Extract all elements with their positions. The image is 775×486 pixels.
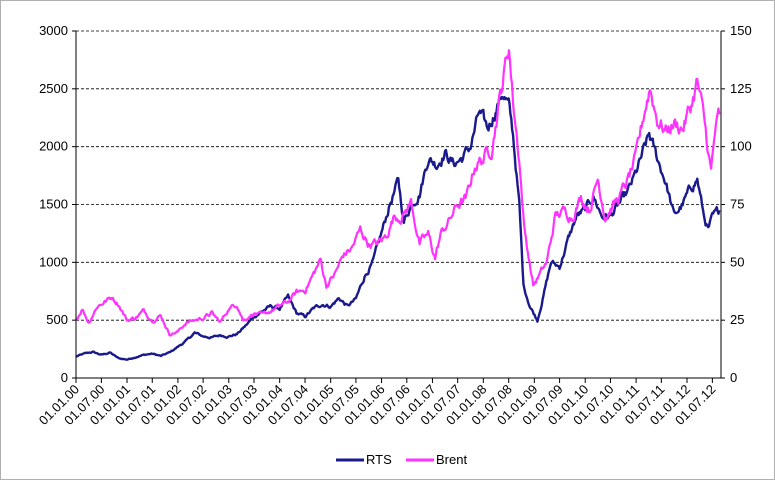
legend: RTS Brent bbox=[336, 452, 467, 467]
y-left-tick-label: 2000 bbox=[39, 139, 68, 154]
grid-layer bbox=[76, 30, 721, 321]
y-right-tick-label: 25 bbox=[730, 312, 744, 327]
y-right-tick-label: 50 bbox=[730, 254, 744, 269]
y-right-tick-label: 100 bbox=[730, 139, 752, 154]
legend-label-brent: Brent bbox=[436, 452, 467, 467]
y-left-tick-label: 1000 bbox=[39, 254, 68, 269]
y-right-tick-label: 0 bbox=[730, 370, 737, 385]
y-left-tick-label: 3000 bbox=[39, 23, 68, 38]
y-right-tick-label: 75 bbox=[730, 197, 744, 212]
y-left-tick-label: 1500 bbox=[39, 197, 68, 212]
y-left-tick-label: 500 bbox=[46, 312, 68, 327]
y-left-tick-label: 2500 bbox=[39, 81, 68, 96]
y-right-tick-label: 125 bbox=[730, 81, 752, 96]
series-line-brent bbox=[75, 49, 721, 337]
series-layer bbox=[75, 49, 721, 361]
axis-layer: 0 500 1000 1500 2000 2500 3000 0 25 50 75 100 125 150… bbox=[36, 23, 752, 428]
series-line-rts bbox=[75, 95, 721, 361]
legend-label-rts: RTS bbox=[366, 452, 392, 467]
y-left-tick-label: 0 bbox=[61, 370, 68, 385]
y-right-tick-label: 150 bbox=[730, 23, 752, 38]
